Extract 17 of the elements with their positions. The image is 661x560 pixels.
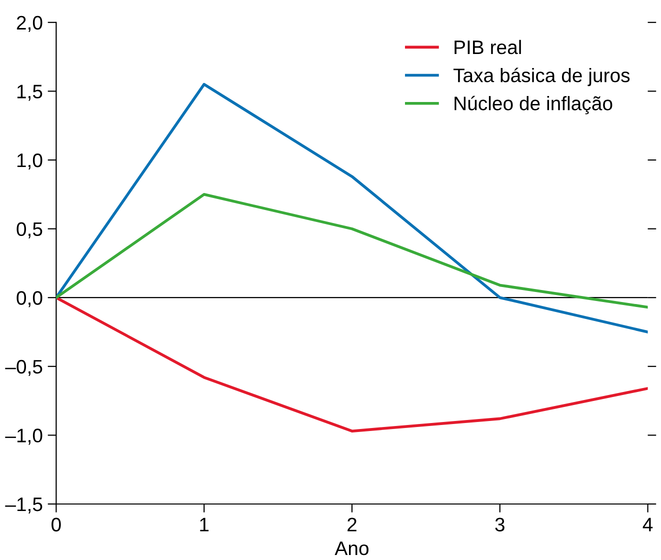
x-axis-title: Ano [334,542,368,556]
y-tick-label: –1,5 [5,498,42,514]
y-tick-label: 0,0 [16,291,42,308]
x-tick-label: 2 [348,518,356,532]
y-tick-label: 1,0 [17,153,42,170]
x-tick-label: 4 [642,518,653,532]
legend-label: Núcleo de inflação [454,96,612,114]
x-tick-label: 1 [200,518,209,532]
y-tick-label: 0,5 [16,222,42,238]
x-tick-label: 3 [495,518,504,532]
y-tick-label: 1,5 [17,84,42,101]
y-tick-label: 2,0 [16,16,42,32]
legend-label: PIB real [454,40,521,54]
legend-label: Taxa básica de juros [453,68,630,86]
x-tick-label: 0 [52,518,61,532]
y-tick-label: –1,0 [5,428,42,445]
y-tick-label: –0,5 [5,360,42,376]
